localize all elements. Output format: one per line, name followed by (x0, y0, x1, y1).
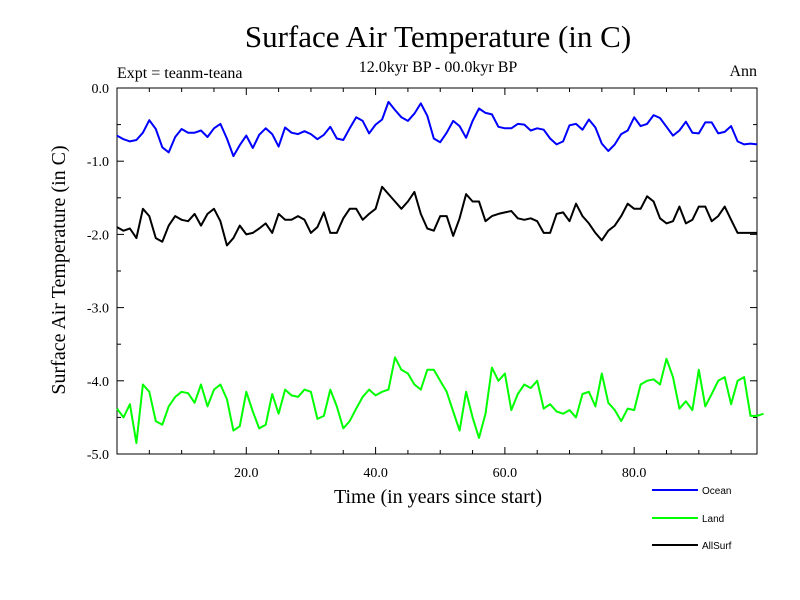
legend-label-ocean: Ocean (702, 486, 731, 497)
series-line-allsurf (116, 185, 757, 247)
x-axis-label: Time (in years since start) (334, 486, 542, 508)
y-tick-label: -1.0 (87, 155, 109, 170)
season-label: Ann (729, 63, 757, 80)
y-tick-label: -3.0 (87, 302, 109, 317)
chart-subtitle: 12.0kyr BP - 00.0kyr BP (359, 59, 518, 76)
series-line-ocean (116, 100, 758, 158)
y-tick-label: -5.0 (87, 448, 109, 463)
plot-area (116, 87, 758, 455)
series-line-land (116, 356, 764, 444)
series-lines (116, 100, 764, 444)
y-tick-label: -4.0 (87, 375, 109, 390)
plot-frame (116, 87, 758, 455)
experiment-label: Expt = teanm-teana (117, 65, 242, 82)
y-axis-label: Surface Air Temperature (in C) (48, 145, 70, 394)
legend-label-allsurf: AllSurf (702, 541, 732, 552)
y-tick-label: -2.0 (87, 228, 109, 243)
chart-title: Surface Air Temperature (in C) (245, 19, 631, 54)
x-tick-label: 20.0 (234, 466, 259, 481)
x-tick-label: 80.0 (622, 466, 647, 481)
legend: Ocean Land AllSurf (652, 486, 732, 552)
x-axis: 20.0 40.0 60.0 80.0 (148, 88, 732, 481)
x-tick-label: 40.0 (363, 466, 388, 481)
legend-label-land: Land (702, 514, 724, 525)
x-tick-label: 60.0 (493, 466, 518, 481)
y-tick-label: 0.0 (92, 82, 110, 97)
y-axis: 0.0 -1.0 -2.0 -3.0 -4.0 -5.0 (87, 82, 757, 463)
